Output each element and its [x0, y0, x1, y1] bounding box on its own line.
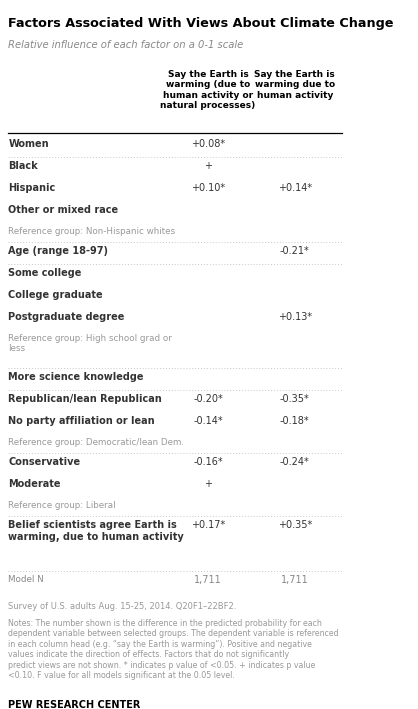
Text: Postgraduate degree: Postgraduate degree	[8, 312, 125, 322]
Text: -0.16*: -0.16*	[193, 457, 223, 467]
Text: Reference group: Non-Hispanic whites: Reference group: Non-Hispanic whites	[8, 227, 176, 235]
Text: College graduate: College graduate	[8, 290, 103, 300]
Text: -0.35*: -0.35*	[280, 393, 310, 403]
Text: Women: Women	[8, 139, 49, 149]
Text: PEW RESEARCH CENTER: PEW RESEARCH CENTER	[8, 700, 141, 709]
Text: +0.10*: +0.10*	[191, 183, 225, 193]
Text: Hispanic: Hispanic	[8, 183, 56, 193]
Text: Reference group: Liberal: Reference group: Liberal	[8, 501, 116, 510]
Text: Age (range 18-97): Age (range 18-97)	[8, 246, 108, 256]
Text: Say the Earth is
warming (due to
human activity or
natural processes): Say the Earth is warming (due to human a…	[161, 70, 255, 111]
Text: Relative influence of each factor on a 0-1 scale: Relative influence of each factor on a 0…	[8, 40, 244, 50]
Text: Some college: Some college	[8, 268, 82, 278]
Text: No party affiliation or lean: No party affiliation or lean	[8, 415, 155, 425]
Text: Moderate: Moderate	[8, 479, 61, 489]
Text: -0.14*: -0.14*	[193, 415, 223, 425]
Text: Survey of U.S. adults Aug. 15-25, 2014. Q20F1–22BF2.: Survey of U.S. adults Aug. 15-25, 2014. …	[8, 603, 237, 611]
Text: Belief scientists agree Earth is
warming, due to human activity: Belief scientists agree Earth is warming…	[8, 520, 184, 542]
Text: +0.08*: +0.08*	[191, 139, 225, 149]
Text: Say the Earth is
warming due to
human activity: Say the Earth is warming due to human ac…	[255, 70, 335, 100]
Text: Model N: Model N	[8, 575, 44, 584]
Text: Factors Associated With Views About Climate Change: Factors Associated With Views About Clim…	[8, 17, 394, 30]
Text: Notes: The number shown is the difference in the predicted probability for each
: Notes: The number shown is the differenc…	[8, 619, 339, 680]
Text: Reference group: High school grad or
less: Reference group: High school grad or les…	[8, 334, 172, 353]
Text: Other or mixed race: Other or mixed race	[8, 205, 118, 215]
Text: Republican/lean Republican: Republican/lean Republican	[8, 393, 162, 403]
Text: -0.21*: -0.21*	[280, 246, 310, 256]
Text: +0.17*: +0.17*	[191, 520, 225, 530]
Text: +0.35*: +0.35*	[278, 520, 312, 530]
Text: Conservative: Conservative	[8, 457, 80, 467]
Text: More science knowledge: More science knowledge	[8, 372, 144, 381]
Text: +: +	[204, 161, 212, 171]
Text: 1,711: 1,711	[281, 575, 308, 585]
Text: +: +	[204, 479, 212, 489]
Text: Black: Black	[8, 161, 38, 171]
Text: -0.24*: -0.24*	[280, 457, 310, 467]
Text: 1,711: 1,711	[194, 575, 222, 585]
Text: -0.18*: -0.18*	[280, 415, 310, 425]
Text: +0.13*: +0.13*	[278, 312, 312, 322]
Text: -0.20*: -0.20*	[193, 393, 223, 403]
Text: +0.14*: +0.14*	[278, 183, 312, 193]
Text: Reference group: Democratic/lean Dem.: Reference group: Democratic/lean Dem.	[8, 437, 184, 447]
